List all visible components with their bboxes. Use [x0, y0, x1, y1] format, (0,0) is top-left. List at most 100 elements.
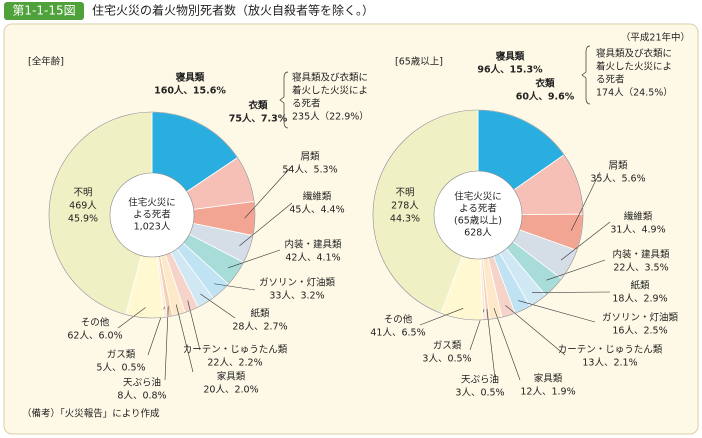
leader-line: [505, 305, 566, 356]
slice-category: 繊維類: [624, 211, 653, 223]
brace: [581, 45, 591, 105]
slice-category: 不明: [73, 188, 92, 199]
slice-category: ガソリン・灯油類: [259, 277, 336, 289]
slice-category: 不明: [395, 188, 414, 199]
leader-line: [214, 283, 256, 291]
chart-title: [全年齢]: [28, 56, 64, 68]
slice-value-label: 16人、2.5%: [612, 326, 667, 337]
slice-value-label: 22人、2.2%: [207, 358, 262, 369]
slice-value-label: 60人、9.6%: [516, 91, 575, 103]
slice-value-label: 3人、0.5%: [422, 354, 471, 365]
leader-line: [228, 249, 281, 269]
slice-category: その他: [81, 317, 110, 329]
slice-category: 屑類: [608, 161, 628, 172]
center-label: 628人: [464, 228, 492, 239]
figure-number: 第1-1-15図: [12, 4, 75, 18]
slice-category: 衣類: [248, 100, 268, 112]
center-label: 住宅火災に: [128, 197, 176, 209]
slice-value-label: 22人、3.5%: [613, 263, 668, 274]
slice-value-label: 45.9%: [68, 214, 98, 225]
center-label: 住宅火災に: [454, 191, 502, 203]
note: （平成21年中）: [621, 32, 690, 44]
donut-hole: [109, 172, 195, 258]
leader-line: [200, 293, 236, 319]
center-label: よる死者: [459, 204, 497, 215]
annotation: る死者: [292, 99, 321, 110]
slice-category: ガス類: [433, 341, 462, 352]
annotation: 174人（24.5%）: [596, 87, 673, 99]
slice-category: カーテン・じゅうたん類: [558, 345, 663, 356]
slice-value-label: 28人、2.7%: [232, 322, 287, 333]
slice-value-label: 41人、6.5%: [370, 328, 425, 339]
slice-value-label: 469人: [69, 201, 97, 212]
slice-value-label: 96人、15.3%: [477, 64, 543, 76]
slice-category: 家具類: [217, 371, 246, 383]
slice-category: 内装・建具類: [612, 249, 670, 261]
slice-category: ガソリン・灯油類: [602, 312, 679, 324]
slice-value-label: 5人、0.5%: [96, 363, 145, 374]
annotation: 235人（22.9%）: [292, 111, 369, 123]
slice-value-label: 3人、0.5%: [455, 388, 504, 399]
leader-line: [117, 307, 146, 329]
leader-line: [419, 308, 464, 326]
brace: [279, 71, 289, 129]
slice-value-label: 160人、15.6%: [154, 85, 226, 97]
slice-category: 内装・建具類: [284, 239, 342, 251]
slice-category: 紙類: [630, 280, 650, 292]
chart-title: [65歳以上]: [395, 56, 443, 68]
slice-category: 屑類: [300, 152, 320, 163]
slice-category: 衣類: [535, 78, 555, 90]
slice-value-label: 18人、2.9%: [612, 294, 667, 305]
slice-value-label: 44.3%: [390, 214, 420, 225]
leader-line: [187, 300, 201, 351]
source: （備考）「火災報告」により作成: [22, 408, 160, 420]
slice-category: 寝具類: [496, 51, 525, 63]
leader-line: [532, 291, 611, 293]
center-label: 1,023人: [134, 222, 171, 233]
slice-category: 天ぷら油: [461, 374, 499, 386]
slice-value-label: 35人、5.6%: [590, 174, 645, 185]
figure-title: 住宅火災の着火物別死者数（放火自殺者等を除く。）: [92, 3, 374, 18]
pie-outline: [372, 109, 584, 321]
slice-category: 家具類: [534, 373, 563, 385]
leader-line: [560, 221, 611, 261]
leader-line: [546, 259, 606, 281]
annotation: 着火した火災によ: [292, 85, 368, 97]
leader-line: [570, 171, 601, 231]
annotation: る死者: [596, 75, 625, 86]
leader-line: [493, 308, 521, 381]
slice-category: カーテン・じゅうたん類: [183, 345, 288, 356]
leader-line: [175, 304, 194, 373]
center-label: (65歳以上): [454, 215, 502, 227]
donut-hole: [433, 170, 523, 260]
slice-value-label: 13人、2.1%: [582, 358, 637, 369]
figure-badge: [4, 2, 84, 20]
annotation: 着火した火災によ: [596, 61, 672, 73]
leader-line: [518, 300, 596, 323]
slice-value-label: 54人、5.3%: [282, 165, 337, 176]
slice-category: 繊維類: [303, 191, 332, 203]
slice-value-label: 62人、6.0%: [67, 331, 122, 342]
slice-category: その他: [384, 314, 413, 326]
slice-value-label: 31人、4.9%: [610, 225, 665, 236]
center-label: よる死者: [133, 210, 171, 221]
annotation: 寝具類及び衣類に: [292, 72, 368, 84]
slice-value-label: 278人: [391, 201, 419, 212]
leader-line: [164, 306, 169, 381]
slice-value-label: 45人、4.4%: [289, 205, 344, 216]
leader-line: [239, 202, 293, 247]
slice-value-label: 75人、7.3%: [229, 113, 288, 125]
pie-outline: [48, 111, 256, 319]
slice-value-label: 8人、0.8%: [117, 391, 166, 402]
leader-line: [244, 165, 293, 219]
slice-value-label: 20人、2.0%: [203, 385, 258, 396]
slice-value-label: 12人、1.9%: [520, 387, 575, 398]
slice-category: 寝具類: [176, 72, 205, 84]
slice-category: 天ぷら油: [123, 377, 161, 389]
slice-category: 紙類: [250, 308, 270, 320]
plot: 寝具類160人、15.6%衣類75人、7.3%屑類54人、5.3%繊維類45人、…: [28, 45, 679, 402]
annotation: 寝具類及び衣類に: [596, 48, 672, 60]
slice-value-label: 42人、4.1%: [285, 253, 340, 264]
leader-line: [486, 309, 496, 379]
